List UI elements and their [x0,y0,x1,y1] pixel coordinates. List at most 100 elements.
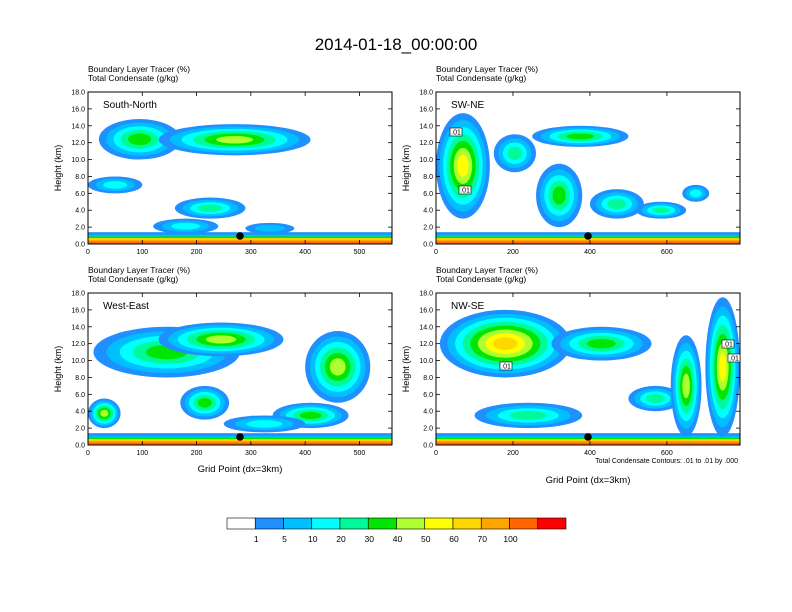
y-tick-label: 16.0 [419,307,433,314]
colorbar-swatch [424,517,454,530]
colorbar-swatch [339,517,369,530]
x-tick-label: 400 [299,249,311,256]
y-tick-label: 2.0 [423,225,433,232]
tracer-blob-6-level-10 [689,189,702,198]
colorbar-label: 5 [282,534,287,544]
x-tick-label: 200 [507,249,519,256]
header-condensate: Total Condensate (g/kg) [436,73,526,83]
colorbar-swatch [367,517,397,530]
tracer-blob-2-level-20 [509,411,548,420]
plot-frame [87,91,393,245]
y-tick-label: 8.0 [75,174,85,181]
y-tick-label: 8.0 [423,375,433,382]
y-tick-label: 0.0 [75,443,85,450]
y-axis-label: Height (km) [401,346,411,393]
tracer-blob-3-level-30 [197,397,212,408]
y-tick-label: 18.0 [419,291,433,298]
contour-tag: .01 [723,342,733,349]
x-tick-label: 500 [354,249,366,256]
tracer-blob-6-level-10 [246,420,283,428]
colorbar-label: 1 [254,534,259,544]
y-tick-label: 14.0 [71,123,85,130]
x-tick-label: 400 [584,450,596,457]
x-axis-label: Grid Point (dx=3km) [546,475,631,486]
colorbar-label: 100 [503,534,517,544]
y-tick-label: 14.0 [71,324,85,331]
colorbar-swatch [254,517,284,530]
colorbar-label: 20 [336,534,346,544]
plot-area [436,293,740,445]
y-tick-label: 10.0 [71,358,85,365]
tracer-blob-0-level-30 [127,133,152,146]
header-condensate: Total Condensate (g/kg) [88,73,178,83]
tracer-blob-0-level-60 [493,337,518,350]
x-tick-label: 400 [584,249,596,256]
x-tick-label: 0 [86,249,90,256]
y-tick-label: 16.0 [419,106,433,113]
location-marker [584,433,592,441]
y-tick-label: 0.0 [423,443,433,450]
y-axis-label: Height (km) [53,346,63,393]
plot-frame [435,292,741,446]
y-tick-label: 0.0 [423,242,433,249]
y-tick-label: 18.0 [71,90,85,97]
header-condensate: Total Condensate (g/kg) [88,274,178,284]
y-tick-label: 2.0 [423,426,433,433]
colorbar-label: 50 [421,534,431,544]
location-marker [584,232,592,240]
x-tick-label: 200 [507,450,519,457]
x-tick-label: 0 [86,450,90,457]
y-tick-label: 14.0 [419,123,433,130]
x-axis-label: Grid Point (dx=3km) [198,464,283,475]
colorbar-swatch [509,517,539,530]
cross-section-label: NW-SE [451,301,484,312]
colorbar-label: 40 [393,534,403,544]
header-condensate: Total Condensate (g/kg) [436,274,526,284]
surface-layer [436,442,740,445]
contour-note: Total Condensate Contours: .01 to .01 by… [595,458,738,465]
y-tick-label: 12.0 [71,341,85,348]
tracer-blob-5-level-50 [719,352,727,382]
x-tick-label: 200 [191,249,203,256]
contour-tag: .01 [460,188,470,195]
y-tick-label: 6.0 [423,191,433,198]
plot-area [88,92,392,244]
y-tick-label: 18.0 [71,291,85,298]
contour-tag: .01 [501,364,511,371]
surface-layer [436,241,740,244]
colorbar-swatch [480,517,510,530]
tracer-blob-1-level-20 [507,146,523,160]
y-tick-label: 8.0 [423,174,433,181]
colorbar-swatch [537,517,567,530]
contour-tag-box [458,185,472,195]
y-tick-label: 18.0 [419,90,433,97]
tracer-blob-5-level-30 [299,411,322,420]
header-tracer: Boundary Layer Tracer (%) [88,265,190,275]
tracer-blob-3-level-20 [645,394,665,403]
y-tick-label: 4.0 [75,409,85,416]
surface-layer [88,241,392,244]
y-tick-label: 12.0 [419,341,433,348]
tracer-blob-5-level-5 [254,225,285,232]
y-tick-label: 4.0 [75,208,85,215]
tracer-blob-5-level-20 [652,207,670,214]
y-axis-label: Height (km) [401,145,411,192]
contour-tag: .01 [451,130,461,137]
x-tick-label: 300 [245,249,257,256]
tracer-blob-4-level-40 [682,373,690,399]
contour-tag-box [727,353,741,363]
y-tick-label: 12.0 [71,140,85,147]
panel-sw-ne: 0.0 2.0 4.0 6.0 8.0 10.0 12.0 14.0 16.0 18.0 0 200 4… [401,64,741,256]
y-tick-label: 10.0 [71,157,85,164]
header-tracer: Boundary Layer Tracer (%) [88,64,190,74]
x-tick-label: 500 [354,450,366,457]
plot-frame [87,292,393,446]
y-tick-label: 2.0 [75,225,85,232]
tracer-blob-4-level-40 [329,358,346,376]
plot-background [88,92,392,244]
header-tracer: Boundary Layer Tracer (%) [436,64,538,74]
cross-section-label: South-North [103,100,157,111]
x-tick-label: 100 [136,450,148,457]
tracer-blob-4-level-20 [607,198,627,210]
x-tick-label: 600 [661,450,673,457]
